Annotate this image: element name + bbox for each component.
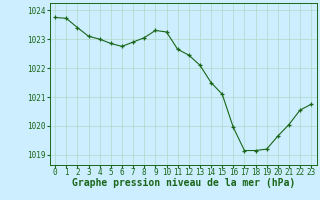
X-axis label: Graphe pression niveau de la mer (hPa): Graphe pression niveau de la mer (hPa) — [72, 178, 295, 188]
